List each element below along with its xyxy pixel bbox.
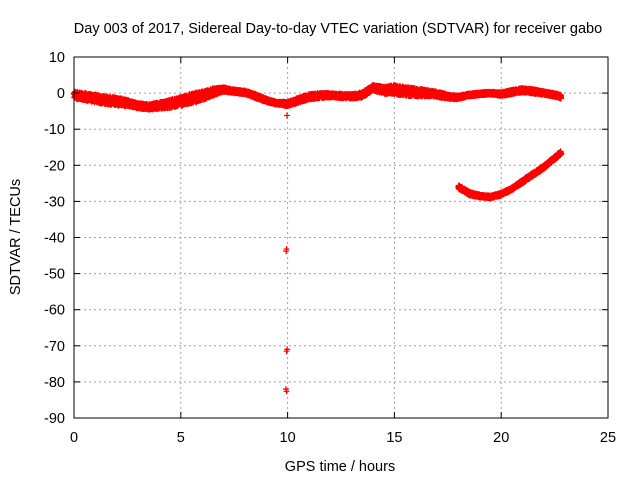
data-points xyxy=(70,82,565,395)
